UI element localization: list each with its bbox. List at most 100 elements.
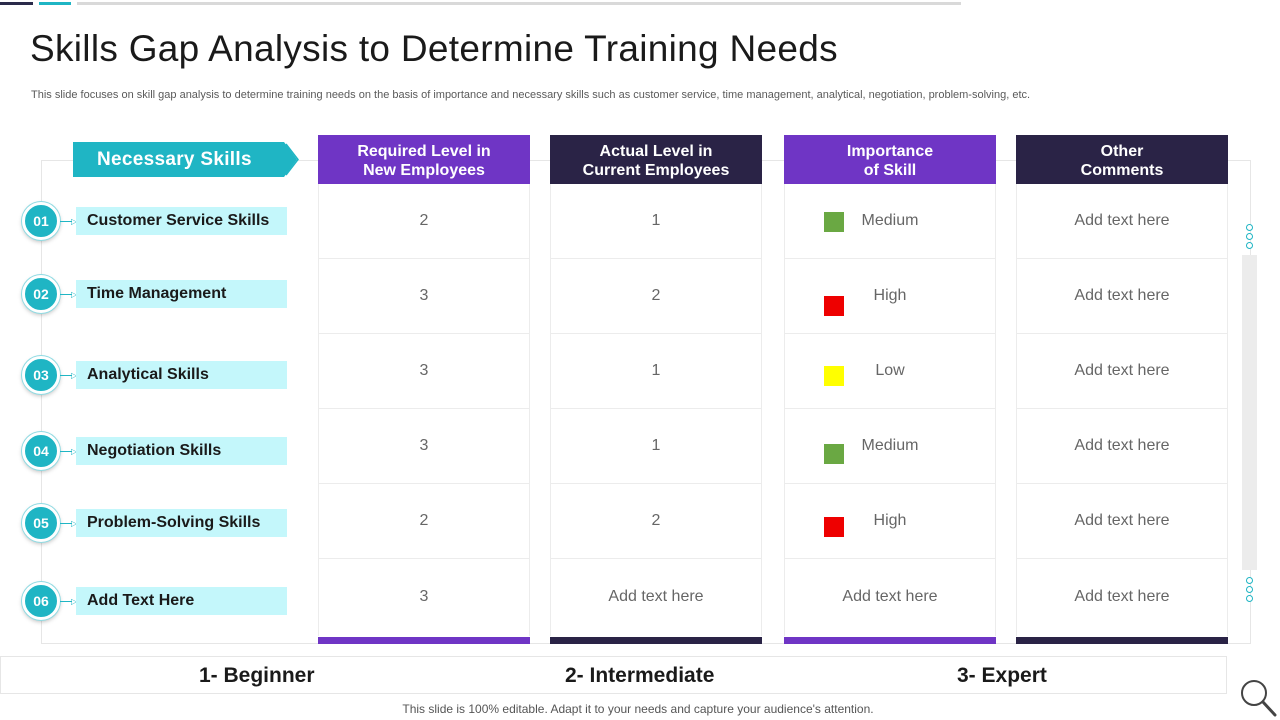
skill-number-badge: 02 bbox=[22, 275, 60, 313]
footer-note: This slide is 100% editable. Adapt it to… bbox=[0, 702, 1280, 716]
search-icon[interactable] bbox=[1238, 678, 1278, 718]
skill-label: Customer Service Skills bbox=[76, 207, 287, 235]
top-accent-dark bbox=[0, 2, 33, 5]
column-actual-level: Actual Level in Current Employees 1 2 1 … bbox=[550, 135, 762, 644]
top-accent-teal bbox=[39, 2, 71, 5]
footer-note-text: This slide is 100% editable. Adapt it to… bbox=[402, 702, 874, 716]
table-cell: Add text here bbox=[1017, 484, 1227, 559]
connector-line bbox=[60, 375, 72, 376]
header-ribbon-shape bbox=[73, 142, 299, 177]
table-cell: 3 bbox=[419, 587, 429, 605]
skill-row-1: 01 ▷ Customer Service Skills bbox=[22, 202, 292, 242]
arrow-right-icon: ▷ bbox=[71, 597, 78, 606]
table-cell: 3 bbox=[319, 259, 529, 334]
table-cell: 3 bbox=[319, 409, 529, 484]
column-body: Medium High Low Medium High Add text her… bbox=[784, 184, 996, 636]
column-body: Add text here Add text here Add text her… bbox=[1016, 184, 1228, 636]
column-footer-bar bbox=[550, 637, 762, 644]
column-header-line: of Skill bbox=[863, 162, 917, 179]
skill-number-badge: 06 bbox=[22, 582, 60, 620]
table-cell: 2 bbox=[551, 484, 761, 559]
column-header: Required Level in New Employees bbox=[318, 135, 530, 184]
skill-row-4: 04 ▷ Negotiation Skills bbox=[22, 432, 292, 472]
table-cell: Add text here bbox=[608, 587, 704, 605]
skill-row-2: 02 ▷ Time Management bbox=[22, 275, 292, 315]
slide-title: Skills Gap Analysis to Determine Trainin… bbox=[30, 28, 838, 69]
importance-swatch bbox=[824, 444, 844, 464]
importance-cell: High bbox=[785, 259, 995, 334]
column-importance: Importance of Skill Medium High Low Medi… bbox=[784, 135, 996, 644]
skill-number-badge: 05 bbox=[22, 504, 60, 542]
skill-label: Negotiation Skills bbox=[76, 437, 287, 465]
top-accent-gray bbox=[77, 2, 961, 5]
importance-label: Medium bbox=[861, 212, 919, 229]
column-footer-bar bbox=[318, 637, 530, 644]
column-header-line: Importance bbox=[846, 143, 934, 160]
table-cell: 2 bbox=[551, 259, 761, 334]
arrow-right-icon: ▷ bbox=[71, 447, 78, 456]
column-other-comments: Other Comments Add text here Add text he… bbox=[1016, 135, 1228, 644]
connector-line bbox=[60, 523, 72, 524]
level-legend: 1- Beginner 2- Intermediate 3- Expert bbox=[0, 656, 1227, 694]
arrow-right-icon: ▷ bbox=[71, 217, 78, 226]
column-header-line: Actual Level in bbox=[599, 143, 713, 160]
importance-label: High bbox=[873, 287, 907, 304]
table-cell: 2 bbox=[319, 484, 529, 559]
importance-label: Low bbox=[875, 362, 905, 379]
skill-label: Analytical Skills bbox=[76, 361, 287, 389]
column-header-line: Other bbox=[1100, 143, 1144, 160]
slide-subtitle: This slide focuses on skill gap analysis… bbox=[31, 89, 1031, 101]
column-body: 2 3 3 3 2 3 bbox=[318, 184, 530, 636]
importance-cell: Medium bbox=[785, 409, 995, 484]
table-cell: Add text here bbox=[1017, 334, 1227, 409]
importance-swatch bbox=[824, 212, 844, 232]
importance-label: High bbox=[873, 512, 907, 529]
scrollbar-track[interactable] bbox=[1242, 255, 1257, 570]
skill-row-3: 03 ▷ Analytical Skills bbox=[22, 356, 292, 396]
skill-row-5: 05 ▷ Problem-Solving Skills bbox=[22, 504, 292, 544]
column-required-level: Required Level in New Employees 2 3 3 3 … bbox=[318, 135, 530, 644]
table-cell: 1 bbox=[551, 184, 761, 259]
skill-label: Problem-Solving Skills bbox=[76, 509, 287, 537]
scroll-dots-top bbox=[1246, 224, 1254, 251]
column-header: Other Comments bbox=[1016, 135, 1228, 184]
table-cell: 1 bbox=[551, 334, 761, 409]
column-header: Actual Level in Current Employees bbox=[550, 135, 762, 184]
skill-number-badge: 01 bbox=[22, 202, 60, 240]
column-footer-bar bbox=[1016, 637, 1228, 644]
importance-cell: High bbox=[785, 484, 995, 559]
arrow-right-icon: ▷ bbox=[71, 371, 78, 380]
table-cell: Add text here bbox=[842, 587, 938, 605]
column-header-line: Current Employees bbox=[582, 162, 730, 179]
legend-intermediate: 2- Intermediate bbox=[565, 664, 715, 687]
table-cell: 2 bbox=[319, 184, 529, 259]
column-header-line: Required Level in bbox=[357, 143, 491, 160]
connector-line bbox=[60, 451, 72, 452]
table-cell: Add text here bbox=[1017, 184, 1227, 259]
table-cell: 1 bbox=[551, 409, 761, 484]
importance-swatch bbox=[824, 517, 844, 537]
importance-swatch bbox=[824, 296, 844, 316]
connector-line bbox=[60, 221, 72, 222]
necessary-skills-label: Necessary Skills bbox=[97, 149, 252, 170]
column-header-line: Comments bbox=[1080, 162, 1164, 179]
arrow-right-icon: ▷ bbox=[71, 290, 78, 299]
legend-expert: 3- Expert bbox=[957, 664, 1047, 687]
scroll-dots-bottom bbox=[1246, 577, 1254, 604]
skill-number-badge: 04 bbox=[22, 432, 60, 470]
skill-number-badge: 03 bbox=[22, 356, 60, 394]
importance-label: Medium bbox=[861, 437, 919, 454]
skill-label: Add Text Here bbox=[76, 587, 287, 615]
table-cell: Add text here bbox=[1074, 587, 1170, 605]
skill-row-6: 06 ▷ Add Text Here bbox=[22, 582, 292, 622]
column-body: 1 2 1 1 2 Add text here bbox=[550, 184, 762, 636]
column-header: Importance of Skill bbox=[784, 135, 996, 184]
importance-cell: Low bbox=[785, 334, 995, 409]
table-cell: Add text here bbox=[1017, 259, 1227, 334]
column-footer-bar bbox=[784, 637, 996, 644]
skill-label: Time Management bbox=[76, 280, 287, 308]
importance-cell: Medium bbox=[785, 184, 995, 259]
arrow-right-icon: ▷ bbox=[71, 519, 78, 528]
connector-line bbox=[60, 601, 72, 602]
legend-beginner: 1- Beginner bbox=[199, 664, 315, 687]
